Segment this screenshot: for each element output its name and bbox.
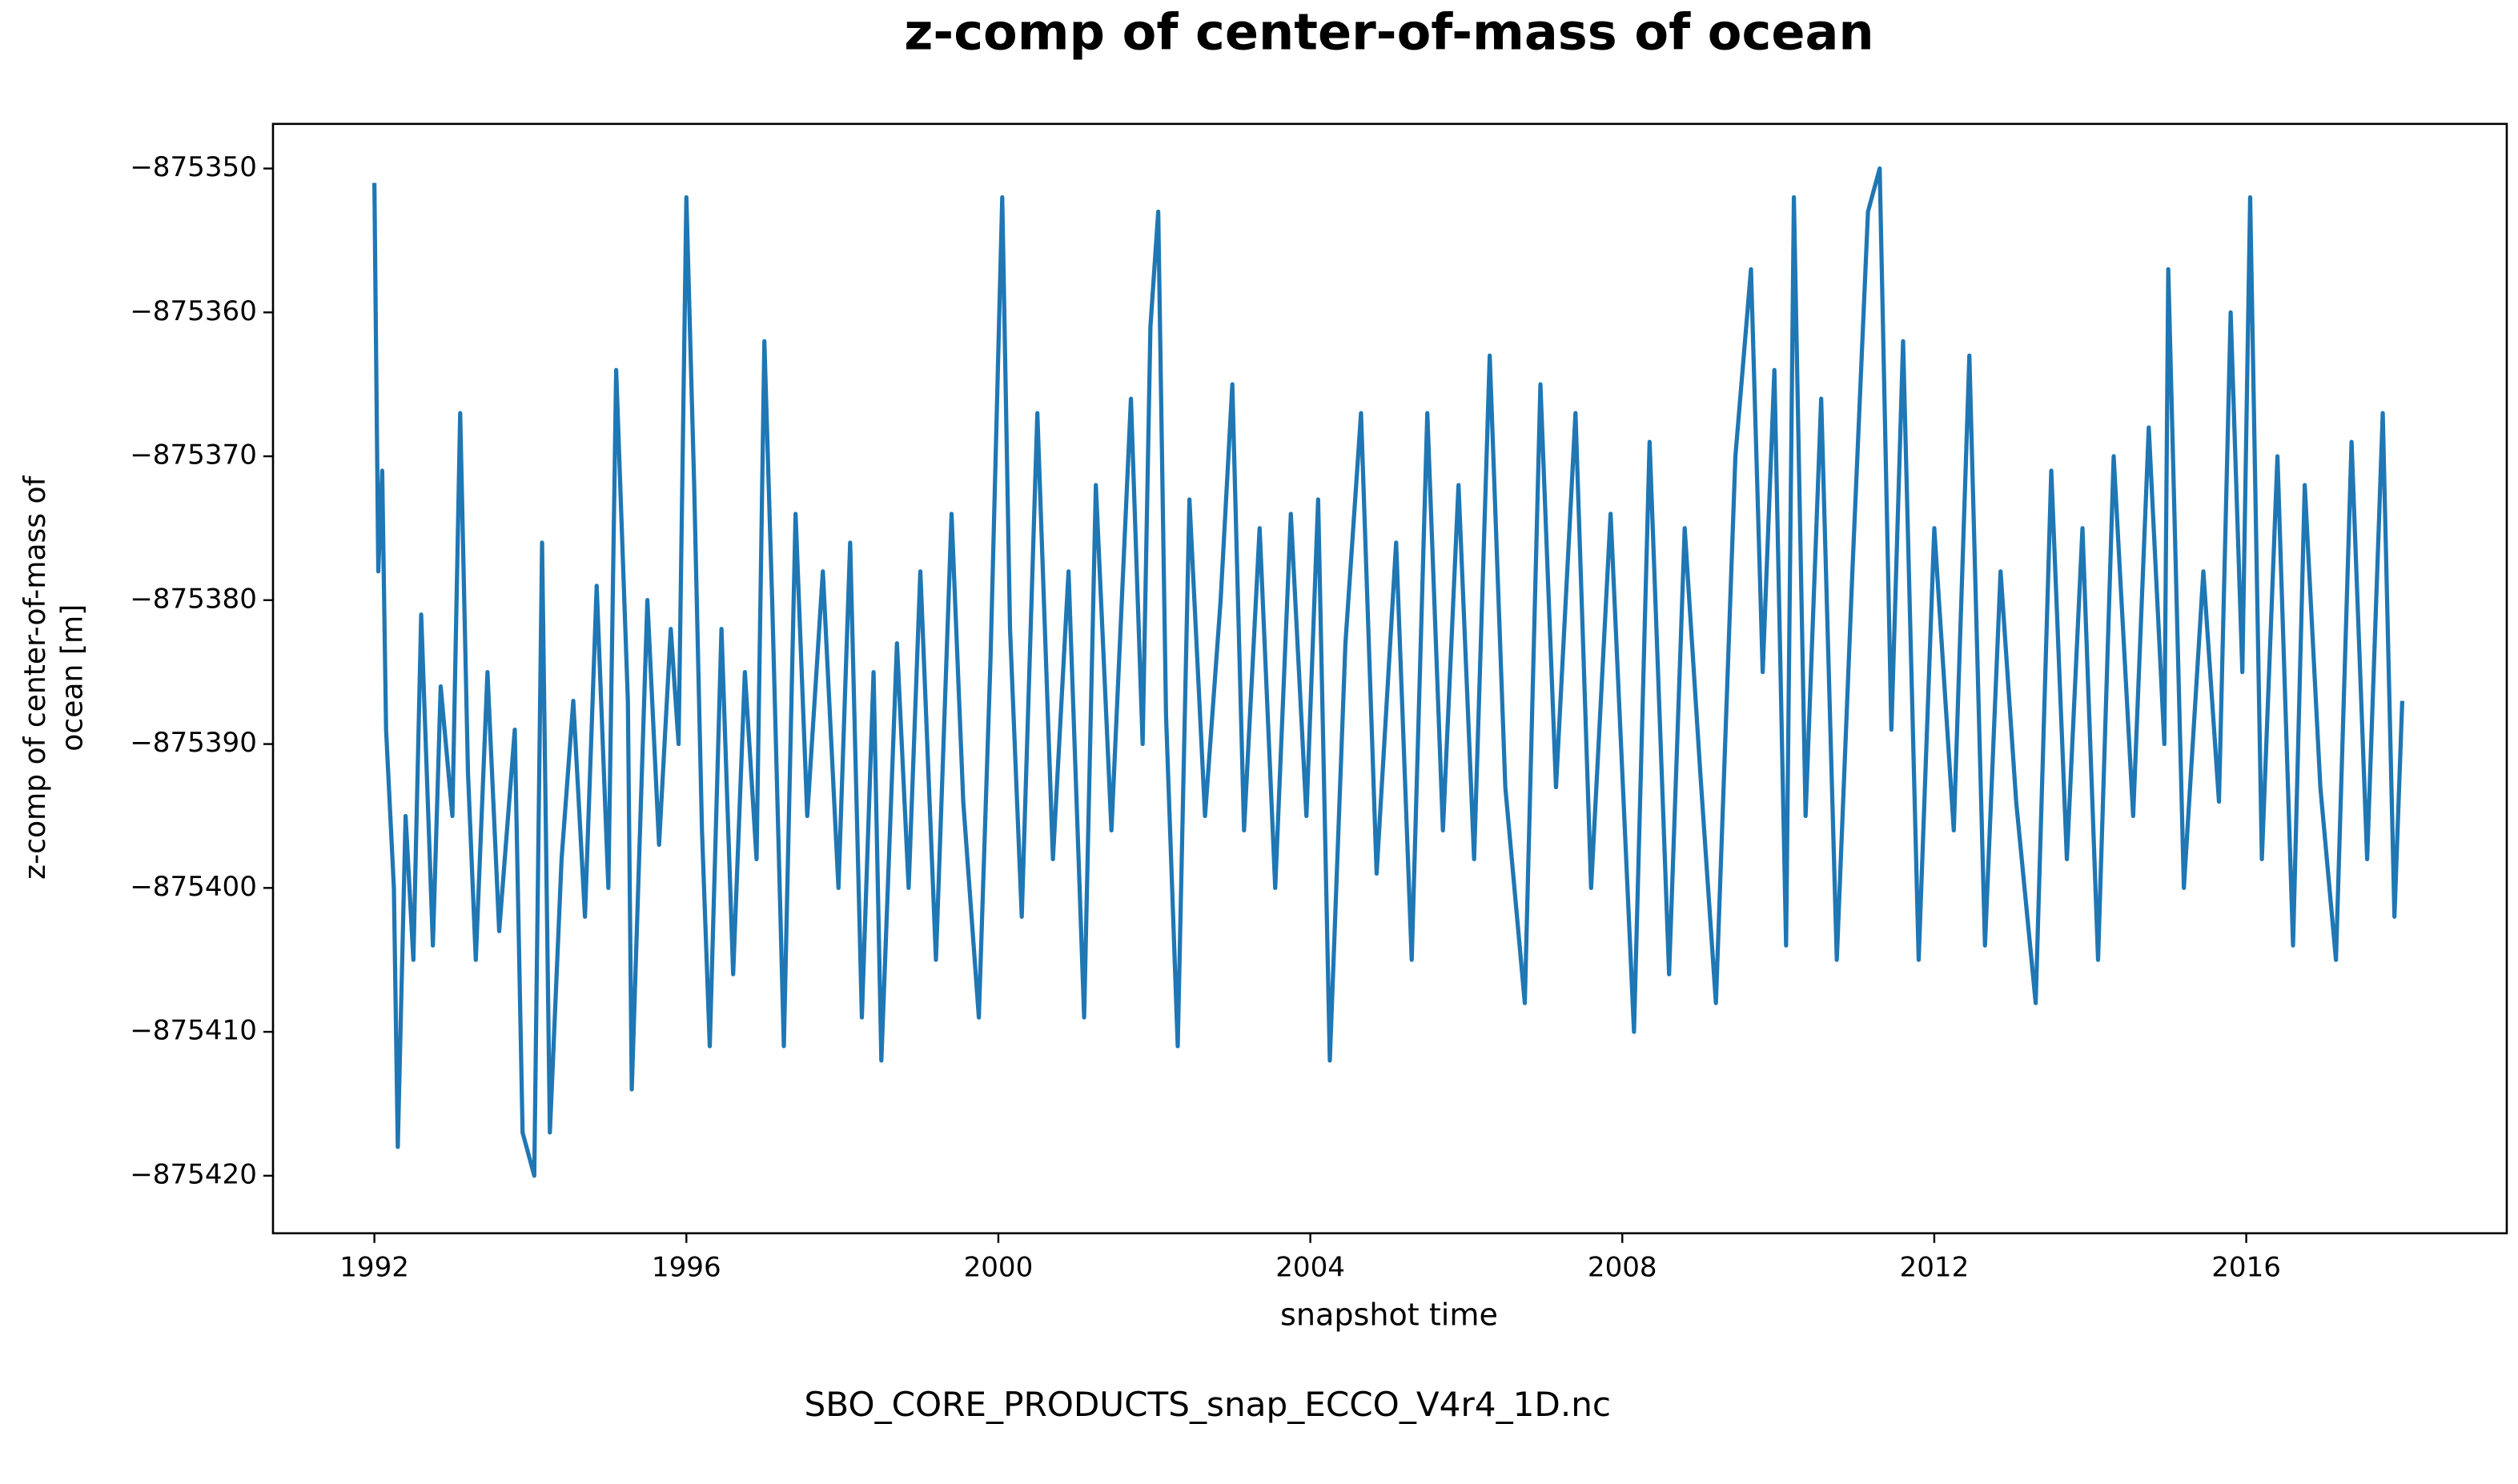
chart-title: z-comp of center-of-mass of ocean bbox=[904, 3, 1873, 62]
y-axis-label: z-comp of center-of-mass of bbox=[18, 475, 52, 879]
x-tick-label: 2004 bbox=[1275, 1251, 1345, 1283]
x-tick-label: 2000 bbox=[964, 1251, 1034, 1283]
data-line bbox=[372, 166, 2405, 1178]
plot-area bbox=[372, 166, 2405, 1178]
x-tick-label: 2012 bbox=[1900, 1251, 1970, 1283]
y-tick-label: −875350 bbox=[130, 151, 257, 183]
y-tick-label: −875400 bbox=[130, 871, 257, 903]
y-tick-label: −875420 bbox=[130, 1158, 257, 1190]
y-tick-label: −875390 bbox=[130, 727, 257, 759]
y-tick-label: −875370 bbox=[130, 439, 257, 471]
y-axis-label: ocean [m] bbox=[54, 604, 89, 752]
y-tick-label: −875410 bbox=[130, 1015, 257, 1047]
x-tick-label: 2016 bbox=[2211, 1251, 2281, 1283]
x-tick-label: 1992 bbox=[339, 1251, 409, 1283]
caption: SBO_CORE_PRODUCTS_snap_ECCO_V4r4_1D.nc bbox=[805, 1385, 1612, 1424]
y-tick-label: −875360 bbox=[130, 295, 257, 327]
x-tick-label: 2008 bbox=[1588, 1251, 1657, 1283]
x-tick-label: 1996 bbox=[652, 1251, 721, 1283]
y-tick-label: −875380 bbox=[130, 583, 257, 615]
x-axis-label: snapshot time bbox=[1280, 1297, 1498, 1333]
axes-frame bbox=[271, 122, 2508, 1235]
